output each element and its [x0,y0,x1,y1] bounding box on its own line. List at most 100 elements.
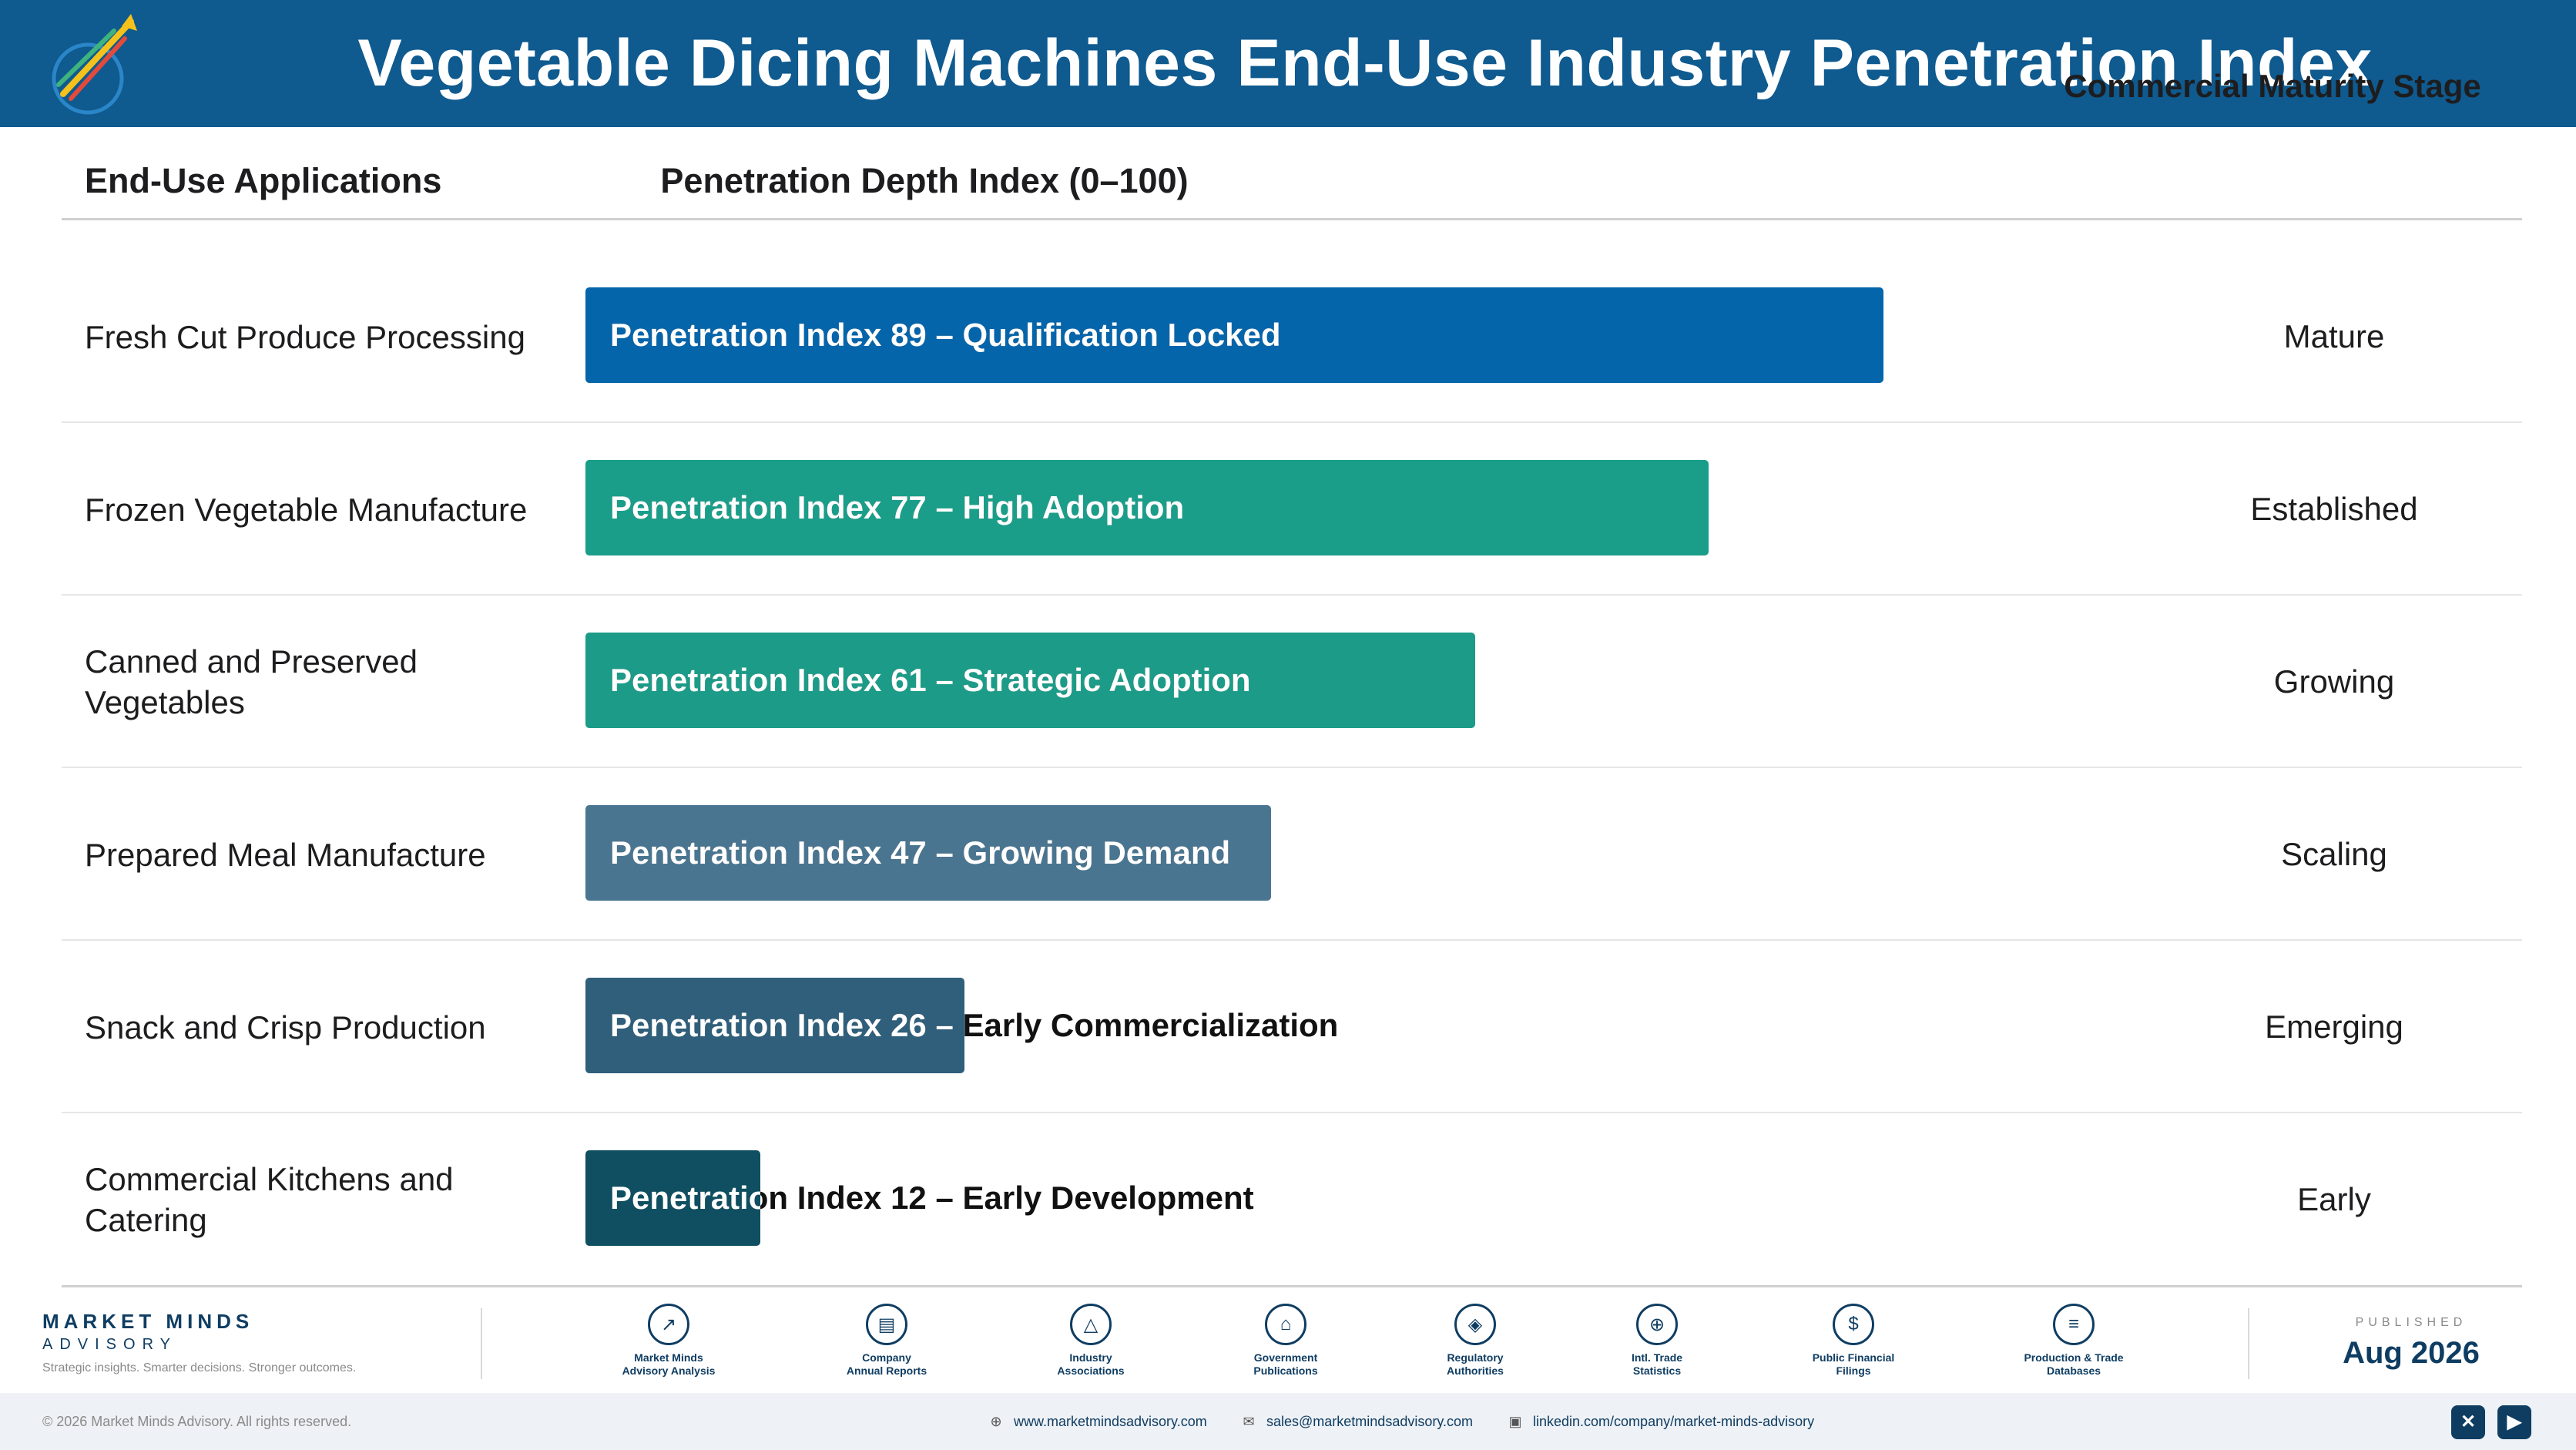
source-label: Government Publications [1253,1351,1318,1377]
category-label: Commercial Kitchens and Catering [85,1161,454,1238]
bar [585,978,964,1073]
linkedin-text: linkedin.com/company/market-minds-adviso… [1533,1414,1815,1429]
bar [585,287,1883,383]
row-divider [62,939,2522,941]
website-text: www.marketmindsadvisory.com [1014,1414,1207,1429]
bar [585,460,1709,555]
bar-label-clip: Penetration Index 12 – Early Development [585,1150,760,1246]
category-label: Frozen Vegetable Manufacture [85,491,528,528]
column-header-applications: End-Use Applications [85,161,442,200]
bar-label-clip: Penetration Index 89 – Qualification Loc… [585,287,1883,383]
email-link[interactable]: ✉ sales@marketmindsadvisory.com [1242,1393,1473,1450]
page-title: Vegetable Dicing Machines End-Use Indust… [357,26,2373,100]
source-label: Public Financial Filings [1812,1351,1895,1377]
category-label: Snack and Crisp Production [85,1009,486,1046]
bar-label-clip: Penetration Index 61 – Strategic Adoptio… [585,633,1475,728]
chart-row: Canned and Preserved Vegetables Penetrati… [62,596,2522,768]
maturity-stage: Early [2297,1181,2371,1217]
category-label: Canned and Preserved Vegetables [85,643,418,720]
source-label: Production & Trade Databases [2024,1351,2124,1377]
building-icon: ⌂ [1265,1304,1306,1345]
globe-icon: ⊕ [1636,1304,1678,1345]
mail-icon: ✉ [1243,1414,1255,1429]
database-icon: ≡ [2053,1304,2095,1345]
bar-label: Penetration Index 12 – Early Development [610,1180,1254,1216]
email-text: sales@marketmindsadvisory.com [1266,1414,1474,1429]
column-header-depth: Penetration Depth Index (0–100) [660,161,1189,200]
chart-row: Frozen Vegetable Manufacture Penetration … [62,423,2522,596]
x-social-icon[interactable]: ✕ [2451,1405,2485,1439]
document-icon: ▤ [866,1304,907,1345]
network-icon: △ [1070,1304,1112,1345]
maturity-stage: Growing [2273,663,2395,700]
youtube-social-icon[interactable]: ▶ [2497,1405,2531,1439]
bar-label-clip: Penetration Index 26 – Early Commerciali… [585,978,964,1073]
brand-subtitle: ADVISORY [42,1336,177,1353]
source-item: ≡ Production & Trade Databases [1997,1304,2151,1378]
chart-row: Snack and Crisp Production Penetration In… [62,941,2522,1113]
footer-divider [62,1285,2522,1287]
bar-track: Penetration Index 12 – Early Development… [585,1150,2049,1246]
bar-label-inside: Penetration Index 47 – Growing Demand [610,834,1231,871]
chart-icon: ↗ [648,1304,689,1345]
maturity-stage: Scaling [2281,836,2387,872]
bar-track: Penetration Index 77 – High Adoption Pene… [585,460,2049,555]
maturity-stage: Mature [2283,318,2385,354]
source-label: Regulatory Authorities [1447,1351,1504,1377]
brand-name: MARKET MINDS [42,1310,254,1333]
globe-icon: ⊕ [990,1414,1002,1429]
source-item: ↗ Market Minds Advisory Analysis [592,1304,746,1378]
bar-label-inside: Penetration Index 77 – High Adoption [610,489,1185,525]
source-item: ⊕ Intl. Trade Statistics [1580,1304,1734,1378]
chart-row: Commercial Kitchens and Catering Penetrat… [62,1113,2522,1286]
row-divider [62,1112,2522,1113]
footer: MARKET MINDS ADVISORY Strategic insights… [0,1293,2576,1388]
bar-label-clip: Penetration Index 47 – Growing Demand [585,805,1271,901]
category-label: Prepared Meal Manufacture [85,836,486,873]
brand-tagline: Strategic insights. Smarter decisions. S… [42,1361,357,1374]
linkedin-icon: ▣ [1508,1414,1522,1429]
footer-separator [481,1308,482,1379]
source-item: $ Public Financial Filings [1776,1304,1930,1378]
chart-row: Prepared Meal Manufacture Penetration Ind… [62,768,2522,941]
source-item: ⌂ Government Publications [1209,1304,1363,1378]
source-label: Company Annual Reports [846,1351,927,1377]
row-divider [62,594,2522,596]
linkedin-link[interactable]: ▣ linkedin.com/company/market-minds-advis… [1508,1393,1814,1450]
brand-logo-icon [52,14,137,115]
maturity-stage: Established [2250,491,2418,527]
bar [585,1150,760,1246]
header-banner: Vegetable Dicing Machines End-Use Indust… [0,0,2576,127]
published-label: PUBLISHED [2355,1316,2467,1329]
bar-label-inside: Penetration Index 26 – Early Commerciali… [610,1007,964,1043]
row-divider [62,767,2522,768]
bar-label: Penetration Index 77 – High Adoption [610,489,1185,525]
source-item: △ Industry Associations [1014,1304,1168,1378]
source-item: ◈ Regulatory Authorities [1398,1304,1552,1378]
bar [585,633,1475,728]
bar-label: Penetration Index 89 – Qualification Loc… [610,317,1281,353]
source-label: Market Minds Advisory Analysis [622,1351,716,1377]
header-divider [62,218,2522,220]
published-date: Aug 2026 [2343,1336,2480,1370]
bar-label-inside: Penetration Index 89 – Qualification Loc… [610,317,1281,353]
website-link[interactable]: ⊕ www.marketmindsadvisory.com [989,1393,1207,1450]
bar-track: Penetration Index 61 – Strategic Adoptio… [585,633,2049,728]
source-label: Industry Associations [1057,1351,1125,1377]
shield-icon: ◈ [1454,1304,1496,1345]
footer-separator [2248,1308,2249,1379]
chart-row: Fresh Cut Produce Processing Penetration … [62,250,2522,423]
bar-label: Penetration Index 26 – Early Commerciali… [610,1007,1339,1043]
bottom-bar: © 2026 Market Minds Advisory. All rights… [0,1393,2576,1450]
category-label: Fresh Cut Produce Processing [85,318,525,355]
source-item: ▤ Company Annual Reports [810,1304,964,1378]
copyright: © 2026 Market Minds Advisory. All rights… [42,1414,352,1429]
bar-label-inside: Penetration Index 12 – Early Development [610,1180,760,1216]
maturity-stage: Emerging [2265,1009,2403,1045]
bar-label: Penetration Index 47 – Growing Demand [610,834,1231,871]
bar [585,805,1271,901]
source-label: Intl. Trade Statistics [1631,1351,1683,1377]
bar-track: Penetration Index 89 – Qualification Loc… [585,287,2049,383]
row-divider [62,421,2522,423]
bar-label-inside: Penetration Index 61 – Strategic Adoptio… [610,662,1251,698]
